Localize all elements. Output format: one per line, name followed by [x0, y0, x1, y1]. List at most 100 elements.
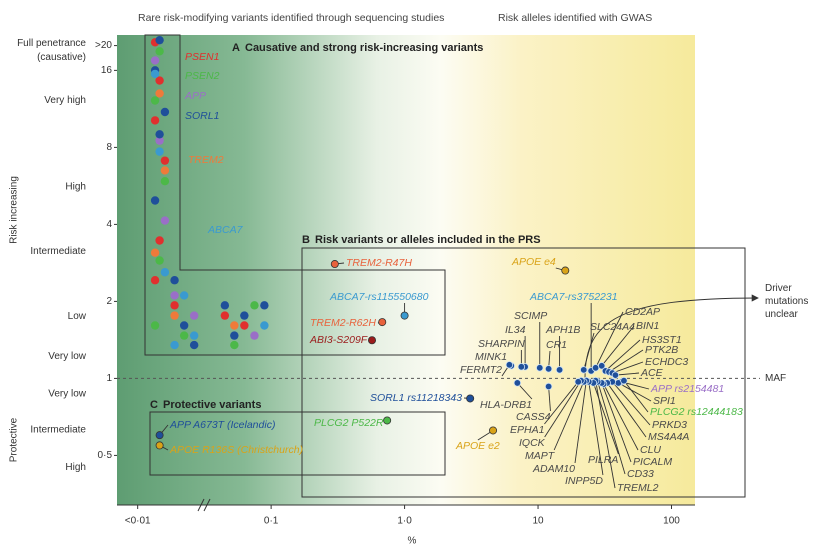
locus-point [555, 366, 564, 374]
leader-line [601, 382, 632, 463]
locus-point [505, 361, 514, 369]
variant-point [383, 416, 392, 425]
variant-label: APOE R136S (Christchurch) [169, 444, 303, 456]
variant-dot [155, 130, 164, 139]
variant-dot [170, 340, 179, 350]
locus-label: APP rs2154481 [650, 383, 724, 395]
locus-point [620, 376, 628, 385]
locus-label: TREML2 [617, 482, 659, 494]
variant-point [378, 318, 387, 327]
variant-dot [170, 291, 179, 300]
variant-dot [179, 291, 189, 300]
y-axis-label-bottom: Protective [9, 417, 20, 462]
y-level-label: Full penetrance [17, 38, 86, 49]
legend-label: PSEN2 [185, 70, 220, 82]
box-title: Causative and strong risk-increasing var… [245, 42, 483, 54]
locus-label: SPI1 [653, 395, 676, 407]
leader-line [611, 381, 651, 426]
variant-dot [230, 340, 239, 350]
locus-label: HS3ST1 [642, 334, 682, 346]
x-tick-label: 10 [532, 516, 544, 527]
legend-label: APP [184, 90, 206, 102]
variant-point [155, 431, 164, 440]
variant-dot [160, 268, 170, 277]
box-title: Risk variants or alleles included in the… [315, 234, 541, 246]
locus-label: MINK1 [475, 351, 507, 363]
variant-dot [155, 136, 164, 145]
box-c [149, 411, 446, 476]
locus-label: IQCK [519, 437, 546, 449]
x-tick-label: <0·01 [125, 516, 151, 527]
variant-point [489, 426, 498, 435]
box-letter: A [232, 42, 240, 54]
variant-dot [150, 69, 160, 79]
y-level-label: Very high [44, 95, 86, 106]
locus-label: PRKD3 [652, 419, 687, 431]
variant-dot [260, 321, 269, 330]
leader-line [553, 381, 585, 451]
y-axis-label-top: Risk increasing [9, 176, 20, 244]
locus-point [513, 379, 522, 387]
variant-dot [220, 301, 230, 310]
header-right: Risk alleles identified with GWAS [498, 12, 652, 24]
variant-label: APOE e4 [511, 256, 556, 268]
locus-point [598, 362, 606, 370]
variant-dot [150, 116, 160, 125]
variant-point [368, 336, 377, 345]
variant-dot [240, 321, 249, 330]
variant-dot [230, 321, 239, 330]
y-level-label: High [65, 462, 86, 473]
variant-point [400, 311, 409, 320]
variant-dot [155, 35, 164, 45]
locus-point [574, 378, 582, 386]
variant-dot [250, 301, 259, 310]
reference-label: MAF [765, 373, 786, 384]
variant-label: APOE e2 [455, 440, 500, 452]
locus-label: INPP5D [565, 475, 603, 487]
leader-line [574, 380, 587, 464]
variant-dot [160, 216, 170, 225]
legend-label: TREM2 [188, 154, 224, 166]
leader-line [605, 339, 641, 372]
variant-dot [160, 166, 170, 175]
locus-label: HLA-DRB1 [480, 399, 532, 411]
variant-label: ABI3-S209F [309, 334, 368, 346]
variant-point [330, 260, 339, 269]
variant-dot [155, 76, 164, 85]
variant-label: SORL1 rs11218343 [370, 392, 462, 404]
axis-break [197, 498, 211, 512]
variant-dot [150, 196, 160, 205]
locus-point [544, 382, 553, 391]
leader-line [544, 381, 579, 425]
leader-line [583, 332, 595, 370]
y-level-label: Low [68, 311, 87, 322]
legend-label: SORL1 [185, 110, 219, 122]
leader-line [623, 380, 649, 413]
locus-label: CASS4 [516, 411, 551, 423]
leader-line [618, 382, 652, 402]
locus-label: FERMT2 [460, 364, 502, 376]
variant-dot [220, 311, 230, 320]
leader-line [615, 372, 640, 376]
variant-dot [155, 256, 164, 265]
locus-label: MS4A4A [648, 431, 689, 443]
leader-line [588, 381, 604, 476]
variant-dot [160, 177, 170, 186]
variant-label: ABCA7-rs115550680 [329, 291, 429, 303]
variant-point [561, 266, 570, 275]
header-left: Rare risk-modifying variants identified … [138, 12, 444, 24]
y-tick-label: 1 [106, 373, 112, 384]
variant-dot [170, 311, 179, 320]
box-letter: C [150, 399, 158, 411]
locus-label: ABCA7-rs3752231 [529, 291, 618, 303]
x-tick-label: 0·1 [264, 516, 279, 527]
y-tick-label: 8 [106, 142, 112, 153]
variant-dot [230, 331, 239, 340]
box-a [144, 34, 446, 356]
leader-line [544, 380, 582, 438]
y-tick-label: 2 [106, 296, 112, 307]
x-tick-label: 100 [663, 516, 680, 527]
variant-dot [260, 301, 269, 310]
y-level-label: (causative) [37, 52, 86, 63]
variant-dot [170, 276, 179, 285]
